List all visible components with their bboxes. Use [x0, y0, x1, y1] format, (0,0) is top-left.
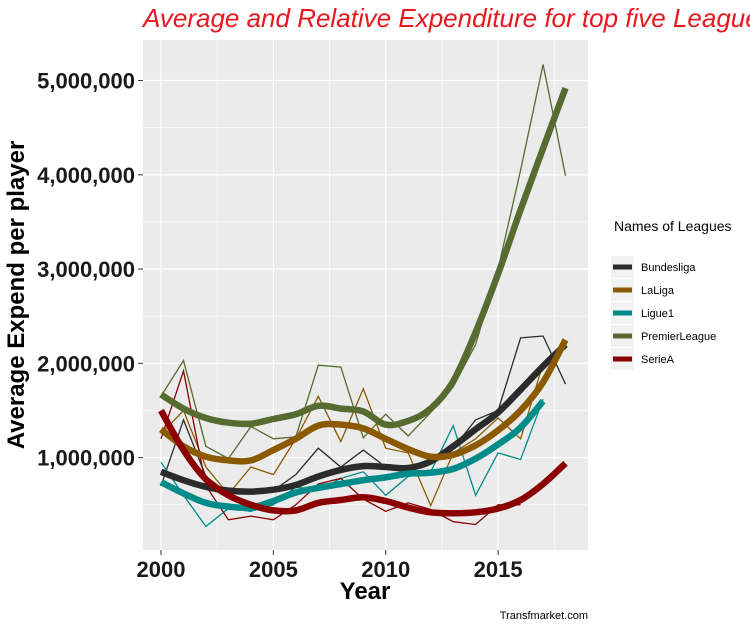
trend-line-premierleague	[159, 86, 569, 429]
y-tick-label: 4,000,000	[37, 163, 135, 188]
legend-item-ligue1: Ligue1	[611, 302, 674, 324]
legend-label: Ligue1	[641, 308, 674, 320]
legend-label: PremierLeague	[641, 331, 716, 343]
trend-series-lines	[158, 86, 569, 517]
y-tick-label: 2,000,000	[37, 351, 135, 376]
y-tick-label: 5,000,000	[37, 69, 135, 94]
legend-item-premierleague: PremierLeague	[611, 325, 716, 347]
trend-line-seriea	[158, 408, 568, 517]
series-line-ligue1	[160, 398, 544, 528]
x-tick-label: 2015	[474, 557, 523, 582]
y-axis-ticks: 1,000,000 2,000,000 3,000,000 4,000,000 5,00…	[37, 69, 143, 471]
caption: Transfmarket.com	[500, 610, 588, 622]
legend-item-laliga: LaLiga	[611, 279, 675, 301]
legend-label: Bundesliga	[641, 262, 696, 274]
legend-title: Names of Leagues	[614, 218, 732, 234]
trend-line-bundesliga	[159, 342, 568, 495]
legend-label: LaLiga	[641, 285, 675, 297]
x-axis-label: Year	[340, 578, 391, 605]
grid-lines	[143, 40, 588, 550]
y-tick-label: 3,000,000	[37, 257, 135, 282]
x-axis-ticks: 2000 2005 2010 2015	[137, 550, 523, 582]
x-tick-label: 2010	[361, 557, 410, 582]
x-tick-label: 2005	[249, 557, 298, 582]
y-axis-label: Average Expend per player	[3, 141, 30, 450]
trend-line-ligue1	[159, 398, 546, 512]
x-tick-label: 2000	[137, 557, 186, 582]
y-tick-label: 1,000,000	[37, 446, 135, 471]
legend-item-seriea: SerieA	[611, 348, 675, 370]
legend: Names of Leagues Bundesliga LaLiga Ligue1 P…	[611, 218, 732, 370]
legend-item-bundesliga: Bundesliga	[611, 256, 696, 278]
legend-label: SerieA	[641, 354, 675, 366]
chart-title: Average and Relative Expenditure for top…	[141, 3, 750, 33]
trend-line-laliga	[158, 338, 569, 465]
